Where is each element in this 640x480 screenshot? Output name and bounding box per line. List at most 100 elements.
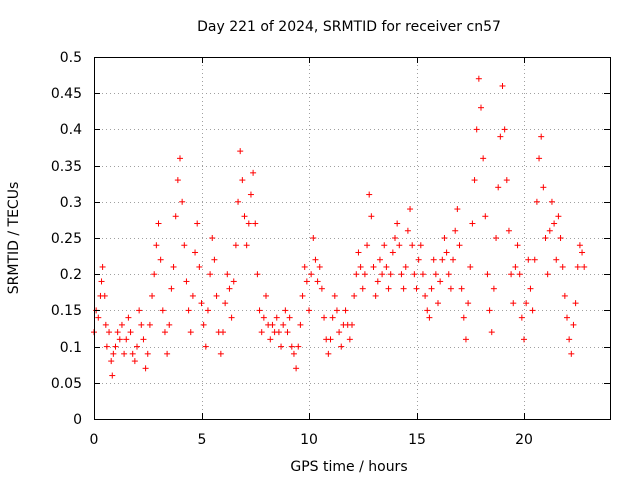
data-point (183, 278, 190, 285)
data-point (303, 278, 310, 285)
data-point (278, 343, 285, 350)
data-point (349, 321, 355, 328)
data-point (542, 235, 549, 241)
data-point (185, 307, 192, 314)
x-tick-label: 5 (198, 432, 207, 448)
data-point (101, 292, 108, 299)
y-tick-label: 0.1 (60, 340, 82, 356)
data-point (576, 242, 583, 249)
chart-title: Day 221 of 2024, SRMTID for receiver cn5… (197, 19, 501, 35)
data-point (536, 155, 543, 162)
data-point (325, 350, 332, 357)
data-point (127, 329, 134, 336)
data-point (555, 213, 562, 220)
data-point (134, 343, 140, 350)
data-point (381, 242, 388, 249)
data-point (385, 285, 392, 292)
data-point (411, 271, 418, 278)
data-point (140, 336, 147, 343)
data-point (564, 314, 570, 321)
data-point (581, 263, 588, 270)
data-point (508, 271, 515, 278)
data-point (357, 263, 364, 270)
data-point (254, 271, 261, 278)
data-point (525, 256, 532, 263)
data-point (443, 249, 450, 256)
grid (94, 57, 610, 419)
data-point (419, 271, 426, 278)
data-point (557, 235, 564, 241)
data-point (570, 321, 577, 328)
data-point (263, 292, 269, 299)
data-point (497, 133, 504, 140)
data-point (232, 242, 239, 249)
data-point (460, 314, 467, 321)
data-point (521, 336, 527, 343)
data-point (392, 235, 398, 241)
axis-ticks (94, 57, 610, 420)
data-point (192, 249, 199, 256)
data-point (329, 314, 336, 321)
data-point (142, 365, 149, 372)
data-point (267, 336, 274, 343)
data-point (422, 292, 429, 299)
data-point (488, 329, 495, 336)
data-point (415, 256, 422, 263)
data-point (217, 350, 224, 357)
data-point (475, 75, 482, 82)
data-point (493, 235, 500, 241)
data-point (366, 191, 373, 198)
data-point (469, 220, 476, 227)
data-point (106, 329, 113, 336)
data-point (333, 307, 340, 314)
data-point (131, 358, 138, 365)
data-point (336, 329, 343, 336)
data-point (103, 343, 110, 350)
data-point (222, 300, 229, 307)
data-point (299, 292, 306, 299)
y-tick-label: 0.35 (51, 159, 82, 175)
data-point (379, 271, 386, 278)
data-point (435, 300, 441, 307)
data-point (196, 263, 203, 270)
data-point (548, 198, 555, 205)
data-point (114, 329, 121, 336)
data-point (310, 235, 317, 241)
data-point (383, 263, 390, 270)
data-point (484, 271, 491, 278)
data-point (527, 285, 534, 292)
data-point (456, 242, 463, 249)
data-point (353, 271, 360, 278)
x-tick-label: 20 (515, 432, 533, 448)
data-point (273, 314, 280, 321)
data-point (166, 321, 173, 328)
data-point (368, 213, 375, 220)
data-point (170, 263, 177, 270)
data-point (207, 271, 214, 278)
data-point (437, 278, 444, 285)
data-point (204, 307, 211, 314)
data-point (306, 307, 312, 314)
data-point (559, 263, 566, 270)
data-point (181, 242, 188, 249)
data-point (445, 271, 452, 278)
data-point (516, 271, 523, 278)
data-point (424, 307, 431, 314)
data-point (458, 285, 465, 292)
data-point (136, 307, 143, 314)
data-point (465, 300, 472, 307)
data-point (370, 263, 377, 270)
data-point (149, 292, 156, 299)
data-point (312, 256, 319, 263)
data-point (447, 285, 454, 292)
data-point (314, 278, 321, 285)
data-point (574, 263, 581, 270)
y-tick-label: 0.2 (60, 267, 82, 283)
data-point (430, 256, 437, 263)
data-point (413, 285, 420, 292)
data-point (118, 321, 125, 328)
y-tick-label: 0.5 (60, 50, 82, 66)
data-point (161, 329, 168, 336)
y-tick-label: 0.4 (60, 122, 82, 138)
